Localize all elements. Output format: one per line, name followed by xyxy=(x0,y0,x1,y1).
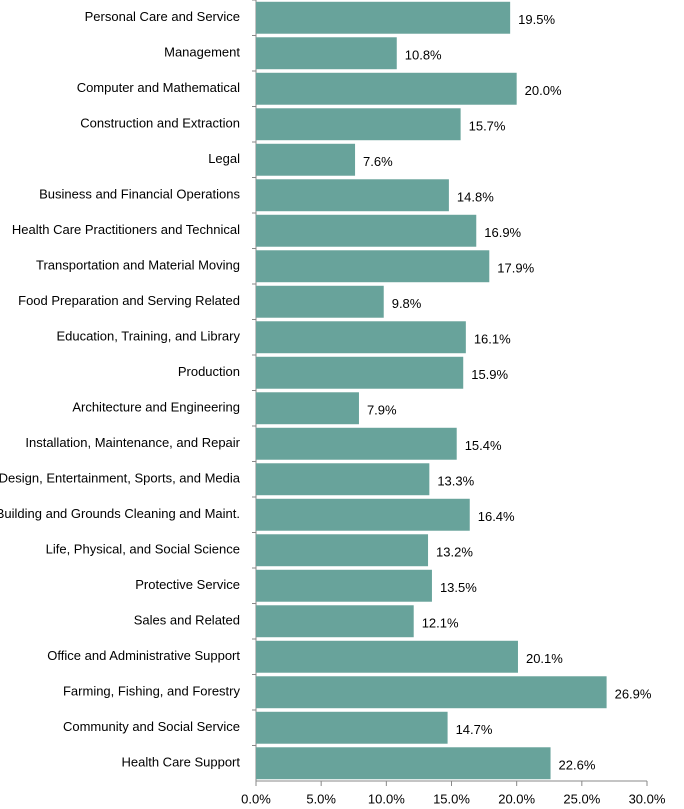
y-tick-label: Architecture and Engineering xyxy=(72,400,240,415)
value-label: 15.9% xyxy=(471,367,508,382)
bar xyxy=(256,214,477,247)
y-tick-label: Personal Care and Service xyxy=(85,9,240,24)
bar xyxy=(256,392,359,425)
y-tick-label: Arts, Design, Entertainment, Sports, and… xyxy=(0,471,241,486)
y-tick-label: Health Care Support xyxy=(121,755,240,770)
bar xyxy=(256,321,466,354)
y-tick-label: Community and Social Service xyxy=(63,719,240,734)
x-tick-label: 30.0% xyxy=(629,791,666,806)
value-label: 13.5% xyxy=(440,580,477,595)
value-label: 13.3% xyxy=(437,474,474,489)
x-tick-label: 0.0% xyxy=(241,791,271,806)
bar xyxy=(256,534,429,567)
bar xyxy=(256,498,470,531)
bar xyxy=(256,427,457,460)
y-tick-label: Office and Administrative Support xyxy=(47,648,240,663)
value-label: 17.9% xyxy=(497,261,534,276)
y-tick-label: Education, Training, and Library xyxy=(56,329,240,344)
y-tick-label: Legal xyxy=(208,151,240,166)
value-label: 14.8% xyxy=(457,190,494,205)
value-label: 10.8% xyxy=(405,48,442,63)
y-tick-label: Business and Financial Operations xyxy=(39,187,240,202)
bar xyxy=(256,285,384,318)
y-tick-label: Computer and Mathematical xyxy=(77,80,240,95)
bar xyxy=(256,605,414,638)
y-tick-label: Installation, Maintenance, and Repair xyxy=(25,435,240,450)
bar xyxy=(256,640,518,673)
bar xyxy=(256,356,464,389)
bar xyxy=(256,1,511,34)
value-label: 16.9% xyxy=(484,225,521,240)
x-tick-label: 5.0% xyxy=(306,791,336,806)
value-label: 15.4% xyxy=(465,438,502,453)
value-label: 9.8% xyxy=(392,296,422,311)
y-tick-label: Management xyxy=(164,45,240,60)
value-label: 7.9% xyxy=(367,403,397,418)
value-label: 16.4% xyxy=(478,509,515,524)
y-tick-label: Health Care Practitioners and Technical xyxy=(12,222,240,237)
x-tick-label: 25.0% xyxy=(563,791,600,806)
value-label: 13.2% xyxy=(436,545,473,560)
bar xyxy=(256,179,449,212)
value-label: 14.7% xyxy=(456,722,493,737)
y-tick-label: Transportation and Material Moving xyxy=(36,258,240,273)
bar xyxy=(256,250,490,283)
bar xyxy=(256,143,356,176)
value-label: 19.5% xyxy=(518,12,555,27)
y-tick-label: Farming, Fishing, and Forestry xyxy=(63,684,241,699)
bar xyxy=(256,676,607,709)
value-label: 7.6% xyxy=(363,154,393,169)
value-label: 20.1% xyxy=(526,651,563,666)
x-tick-label: 20.0% xyxy=(498,791,535,806)
y-tick-label: Production xyxy=(178,364,240,379)
value-label: 12.1% xyxy=(422,616,459,631)
y-tick-label: Sales and Related xyxy=(134,613,240,628)
bar xyxy=(256,711,448,744)
value-label: 20.0% xyxy=(525,83,562,98)
bar xyxy=(256,108,461,141)
bar xyxy=(256,72,517,105)
value-label: 22.6% xyxy=(559,758,596,773)
value-label: 26.9% xyxy=(615,687,652,702)
y-tick-label: Building and Grounds Cleaning and Maint. xyxy=(0,506,240,521)
y-tick-label: Construction and Extraction xyxy=(80,116,240,131)
bar xyxy=(256,37,397,70)
bar xyxy=(256,747,551,780)
bar xyxy=(256,463,430,496)
y-tick-label: Food Preparation and Serving Related xyxy=(18,293,240,308)
bar xyxy=(256,569,432,602)
y-tick-label: Life, Physical, and Social Science xyxy=(46,542,240,557)
x-tick-label: 15.0% xyxy=(433,791,470,806)
x-tick-label: 10.0% xyxy=(368,791,405,806)
y-tick-label: Protective Service xyxy=(135,577,240,592)
value-label: 15.7% xyxy=(469,119,506,134)
value-label: 16.1% xyxy=(474,332,511,347)
